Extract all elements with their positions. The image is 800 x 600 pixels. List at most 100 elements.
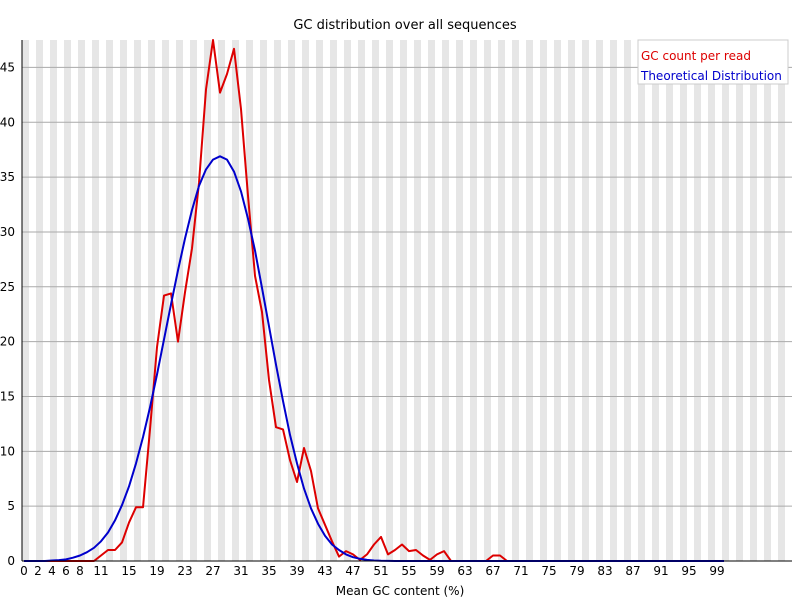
x-tick-label: 75 <box>541 564 556 578</box>
x-tick-label: 67 <box>485 564 500 578</box>
background-band <box>358 40 365 561</box>
background-band <box>71 40 78 561</box>
background-band <box>246 40 253 561</box>
x-tick-label: 95 <box>681 564 696 578</box>
x-tick-label: 19 <box>149 564 164 578</box>
background-band <box>491 40 498 561</box>
background-band <box>288 40 295 561</box>
legend-entry-theoretical: Theoretical Distribution <box>640 69 782 83</box>
background-band <box>421 40 428 561</box>
x-tick-label: 11 <box>93 564 108 578</box>
background-band <box>778 40 785 561</box>
x-tick-label: 47 <box>345 564 360 578</box>
x-tick-label: 31 <box>233 564 248 578</box>
background-band <box>407 40 414 561</box>
background-band <box>218 40 225 561</box>
background-band <box>134 40 141 561</box>
background-band <box>533 40 540 561</box>
background-band <box>295 40 302 561</box>
y-tick-label: 0 <box>7 554 15 568</box>
background-band <box>155 40 162 561</box>
x-tick-label: 27 <box>205 564 220 578</box>
background-band <box>715 40 722 561</box>
x-axis-label: Mean GC content (%) <box>336 584 465 598</box>
legend: GC count per read Theoretical Distributi… <box>637 39 789 85</box>
background-band <box>344 40 351 561</box>
background-band <box>267 40 274 561</box>
y-tick-label: 30 <box>0 225 15 239</box>
y-tick-label: 25 <box>0 280 15 294</box>
background-band <box>372 40 379 561</box>
x-tick-label: 91 <box>653 564 668 578</box>
background-band <box>582 40 589 561</box>
x-tick-label: 43 <box>317 564 332 578</box>
background-band <box>386 40 393 561</box>
background-band <box>281 40 288 561</box>
background-band <box>428 40 435 561</box>
background-band <box>463 40 470 561</box>
background-band <box>519 40 526 561</box>
background-band <box>554 40 561 561</box>
background-band <box>99 40 106 561</box>
y-tick-label: 10 <box>0 444 15 458</box>
background-band <box>197 40 204 561</box>
background-band <box>225 40 232 561</box>
background-band <box>624 40 631 561</box>
background-band <box>540 40 547 561</box>
y-tick-label: 5 <box>7 499 15 513</box>
background-band <box>498 40 505 561</box>
background-band <box>687 40 694 561</box>
x-tick-label: 39 <box>289 564 304 578</box>
background-band <box>50 40 57 561</box>
background-band <box>505 40 512 561</box>
background-band <box>36 40 43 561</box>
x-tick-label: 0 <box>20 564 28 578</box>
background-band <box>736 40 743 561</box>
background-band <box>323 40 330 561</box>
background-band <box>442 40 449 561</box>
axes <box>21 40 792 562</box>
x-tick-label: 23 <box>177 564 192 578</box>
background-band <box>106 40 113 561</box>
background-band <box>456 40 463 561</box>
background-band <box>512 40 519 561</box>
background-band <box>330 40 337 561</box>
background-band <box>743 40 750 561</box>
background-band <box>610 40 617 561</box>
background-band <box>617 40 624 561</box>
background-band <box>120 40 127 561</box>
y-tick-labels: 0 5 10 15 20 25 30 35 40 45 <box>0 60 15 568</box>
background-band <box>785 40 792 561</box>
legend-entry-gc-count: GC count per read <box>641 49 751 63</box>
x-tick-label: 83 <box>597 564 612 578</box>
x-tick-label: 63 <box>457 564 472 578</box>
background-band <box>365 40 372 561</box>
background-band <box>526 40 533 561</box>
background-band <box>113 40 120 561</box>
background-band <box>750 40 757 561</box>
chart-title: GC distribution over all sequences <box>293 18 517 33</box>
background-band <box>302 40 309 561</box>
background-band <box>253 40 260 561</box>
y-tick-label: 20 <box>0 335 15 349</box>
y-tick-label: 35 <box>0 170 15 184</box>
x-tick-label: 6 <box>62 564 70 578</box>
background-band <box>379 40 386 561</box>
background-band <box>309 40 316 561</box>
background-band <box>673 40 680 561</box>
x-tick-label: 79 <box>569 564 584 578</box>
background-band <box>596 40 603 561</box>
background-band <box>603 40 610 561</box>
background-band <box>148 40 155 561</box>
background-band <box>316 40 323 561</box>
background-band <box>414 40 421 561</box>
background-band <box>141 40 148 561</box>
background-band <box>547 40 554 561</box>
background-band <box>393 40 400 561</box>
background-band <box>57 40 64 561</box>
background-band <box>631 40 638 561</box>
background-band <box>435 40 442 561</box>
background-band <box>659 40 666 561</box>
background-band <box>232 40 239 561</box>
background-band <box>239 40 246 561</box>
